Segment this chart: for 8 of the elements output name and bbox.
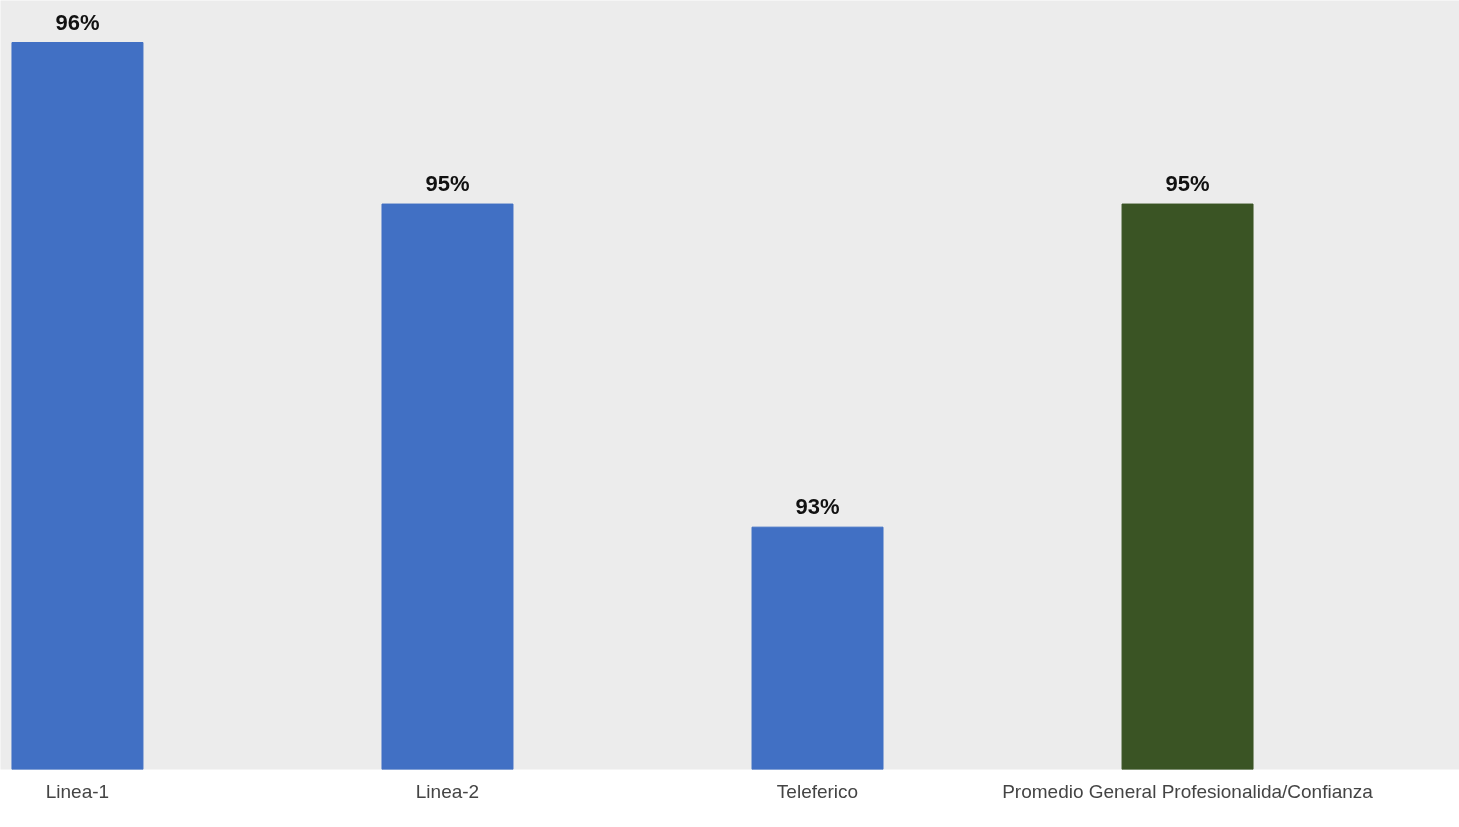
x-tick-label: Linea-2 xyxy=(415,780,480,802)
data-label: 96% xyxy=(55,9,100,35)
data-label: 95% xyxy=(425,171,470,197)
data-label: 95% xyxy=(1165,171,1210,197)
x-tick-label: Linea-1 xyxy=(45,780,110,802)
x-tick-label: Promedio General Profesionalida/Confianza xyxy=(1002,780,1374,802)
data-label: 93% xyxy=(795,494,840,520)
x-tick-label: Teleferico xyxy=(776,780,859,802)
